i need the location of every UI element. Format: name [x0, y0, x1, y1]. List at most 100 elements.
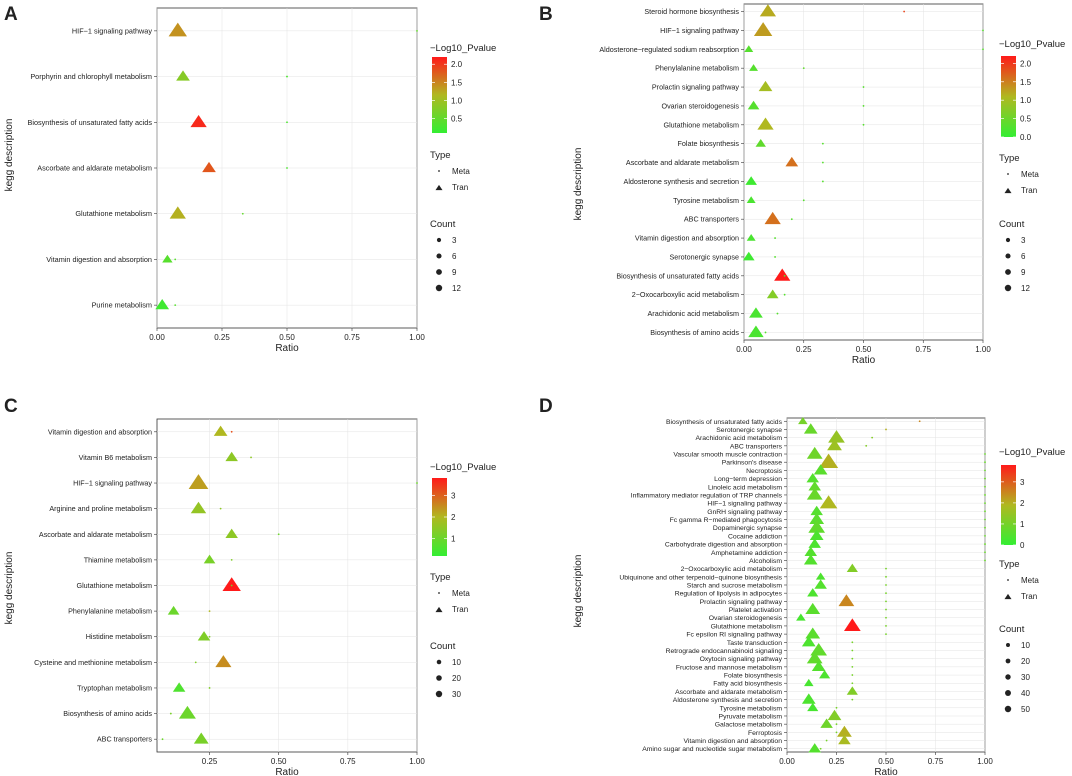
panel-c: C Vitamin digestion and absorption Vitamin…: [4, 396, 496, 776]
meta-dot-point: [984, 494, 986, 496]
type-legend-dot-icon: [438, 592, 440, 594]
y-tick-label: Fc epsilon RI signaling pathway: [686, 632, 782, 639]
tran-triangle-point: [746, 234, 756, 241]
meta-dot-point: [885, 592, 887, 595]
x-tick-label: 0.50: [878, 757, 894, 766]
meta-dot-point: [802, 199, 805, 202]
count-legend-dot: [436, 253, 442, 259]
meta-dot-point: [416, 29, 418, 32]
meta-dot-point: [774, 256, 776, 258]
meta-dot-point: [219, 507, 222, 510]
panel-label: B: [539, 4, 553, 25]
tran-triangle-point: [176, 70, 190, 81]
count-legend-title: Count: [430, 219, 456, 230]
y-tick-label: Ovarian steroidogenesis: [661, 101, 739, 110]
meta-dot-point: [984, 559, 986, 562]
tran-triangle-point: [827, 709, 842, 721]
tran-triangle-point: [809, 512, 825, 524]
type-legend-label: Meta: [452, 589, 470, 598]
tran-triangle-point: [749, 307, 763, 318]
meta-dot-point: [984, 526, 986, 529]
tran-triangle-point: [837, 725, 852, 737]
y-tick-label: Platelet activation: [729, 607, 782, 614]
tran-triangle-point: [819, 495, 838, 509]
tran-triangle-point: [225, 451, 238, 462]
type-legend-title: Type: [430, 572, 451, 583]
y-tick-label: Glutathione metabolism: [663, 120, 739, 129]
y-tick-label: Carbohydrate digestion and absorption: [665, 542, 782, 549]
colorbar-title: −Log10_Pvalue: [999, 447, 1065, 458]
y-tick-label: Purine metabolism: [92, 301, 152, 310]
x-tick-label: 0.50: [271, 757, 287, 766]
count-legend-dot: [1005, 658, 1011, 664]
count-legend-label: 12: [1021, 284, 1030, 293]
tran-triangle-point: [162, 254, 173, 263]
count-legend-label: 40: [1021, 689, 1030, 698]
meta-dot-point: [862, 86, 865, 88]
y-tick-label: Aldosterone synthesis and secretion: [673, 697, 782, 704]
count-legend-label: 20: [452, 674, 461, 683]
y-tick-label: Ascorbate and aldarate metabolism: [675, 689, 782, 696]
meta-dot-point: [835, 706, 838, 709]
type-legend-label: Meta: [452, 167, 470, 176]
tran-triangle-point: [803, 423, 818, 434]
y-tick-label: Vascular smooth muscle contraction: [673, 452, 782, 459]
y-tick-label: HIF−1 signaling pathway: [707, 501, 782, 508]
tran-triangle-point: [764, 211, 781, 225]
colorbar-title: −Log10_Pvalue: [999, 39, 1065, 50]
count-legend-dot: [1005, 690, 1011, 696]
count-legend-label: 3: [452, 236, 457, 245]
panel-label: D: [539, 396, 553, 417]
meta-dot-point: [862, 105, 865, 107]
y-tick-label: GnRH signaling pathway: [707, 509, 782, 516]
meta-dot-point: [984, 477, 986, 480]
meta-dot-point: [230, 430, 233, 433]
count-legend-dot: [1005, 674, 1011, 680]
tran-triangle-point: [801, 693, 816, 704]
y-tick-label: Regulation of lipolysis in adipocytes: [675, 591, 783, 598]
tran-triangle-point: [745, 176, 757, 185]
y-tick-label: 2−Oxocarboxylic acid metabolism: [632, 290, 739, 299]
x-tick-label: 0.25: [202, 757, 218, 766]
count-legend-dot: [436, 237, 442, 243]
meta-dot-point: [169, 712, 172, 715]
y-tick-label: ABC transporters: [97, 735, 153, 744]
y-tick-label: Folate biosynthesis: [677, 139, 739, 148]
y-tick-label: Phenylalanine metabolism: [68, 607, 152, 616]
colorbar-tick-label: 1.5: [451, 78, 463, 87]
y-tick-label: HIF−1 signaling pathway: [73, 479, 152, 488]
meta-dot-point: [250, 456, 252, 459]
y-tick-label: Cysteine and methionine metabolism: [34, 658, 152, 667]
meta-dot-point: [174, 258, 177, 261]
meta-dot-point: [885, 625, 887, 627]
meta-dot-point: [984, 551, 986, 554]
y-tick-label: Arginine and proline metabolism: [49, 504, 152, 513]
y-tick-label: Galactose metabolism: [715, 722, 783, 729]
meta-dot-point: [851, 698, 854, 701]
count-legend-label: 3: [1021, 236, 1026, 245]
meta-dot-point: [790, 218, 793, 221]
tran-triangle-point: [807, 588, 819, 597]
y-tick-label: Folate biosynthesis: [724, 673, 783, 680]
tran-triangle-point: [820, 718, 833, 728]
tran-triangle-point: [222, 577, 241, 592]
y-tick-label: Serotonergic synapse: [716, 427, 782, 434]
colorbar: [432, 57, 447, 133]
meta-dot-point: [286, 121, 288, 124]
meta-dot-point: [984, 510, 986, 513]
meta-dot-point: [783, 274, 786, 277]
y-axis-label: kegg description: [4, 119, 15, 192]
meta-dot-point: [982, 48, 984, 51]
count-legend-title: Count: [999, 624, 1025, 635]
meta-dot-point: [277, 533, 280, 536]
count-legend-label: 50: [1021, 705, 1030, 714]
y-tick-label: Ascorbate and aldarate metabolism: [626, 158, 739, 167]
tran-triangle-point: [804, 678, 814, 687]
colorbar-tick-label: 0.0: [1020, 133, 1032, 142]
meta-dot-point: [851, 674, 854, 676]
meta-dot-point: [885, 575, 887, 578]
count-legend-label: 6: [1021, 252, 1026, 261]
meta-dot-point: [208, 610, 211, 613]
meta-dot-point: [819, 747, 822, 750]
meta-dot-point: [871, 436, 874, 439]
